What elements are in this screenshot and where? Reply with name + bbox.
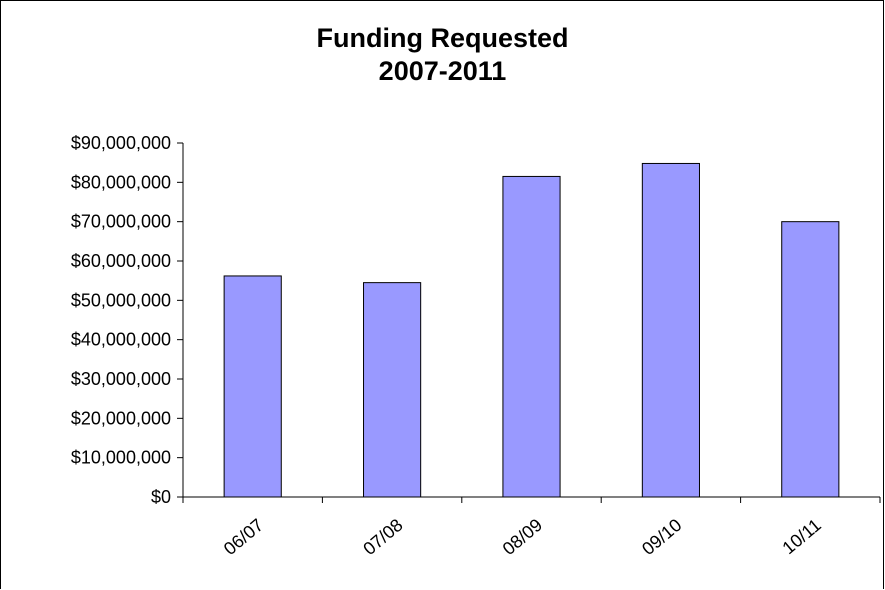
y-tick-label: $70,000,000 xyxy=(71,212,171,232)
bar-06-07 xyxy=(223,275,282,498)
x-tick-label: 07/08 xyxy=(359,515,406,559)
y-tick-label: $90,000,000 xyxy=(71,133,171,153)
y-tick-label: $0 xyxy=(151,487,171,507)
chart-title-block: Funding Requested 2007-2011 xyxy=(0,22,885,88)
y-tick-label: $40,000,000 xyxy=(71,330,171,350)
y-tick-label: $20,000,000 xyxy=(71,408,171,428)
bar-07-08 xyxy=(363,282,422,498)
y-tick-label: $10,000,000 xyxy=(71,448,171,468)
y-tick-label: $80,000,000 xyxy=(71,172,171,192)
x-tick-label: 10/11 xyxy=(779,515,825,558)
y-tick-label: $50,000,000 xyxy=(71,290,171,310)
bar-10-11 xyxy=(781,221,840,498)
chart-subtitle: 2007-2011 xyxy=(378,56,507,86)
y-axis: $0 $10,000,000 $20,000,000 $30,000,000 $40,0… xyxy=(71,133,184,507)
x-tick-label: 08/09 xyxy=(499,515,546,559)
y-tick-label: $60,000,000 xyxy=(71,251,171,271)
bars xyxy=(223,162,840,498)
x-axis: 06/07 07/08 08/09 09/10 10/11 xyxy=(182,496,881,559)
bar-09-10 xyxy=(641,162,700,498)
bar-08-09 xyxy=(502,175,561,498)
x-tick-label: 09/10 xyxy=(638,515,685,559)
y-tick-label: $30,000,000 xyxy=(71,369,171,389)
x-tick-label: 06/07 xyxy=(220,515,267,559)
chart-title: Funding Requested xyxy=(316,23,569,53)
